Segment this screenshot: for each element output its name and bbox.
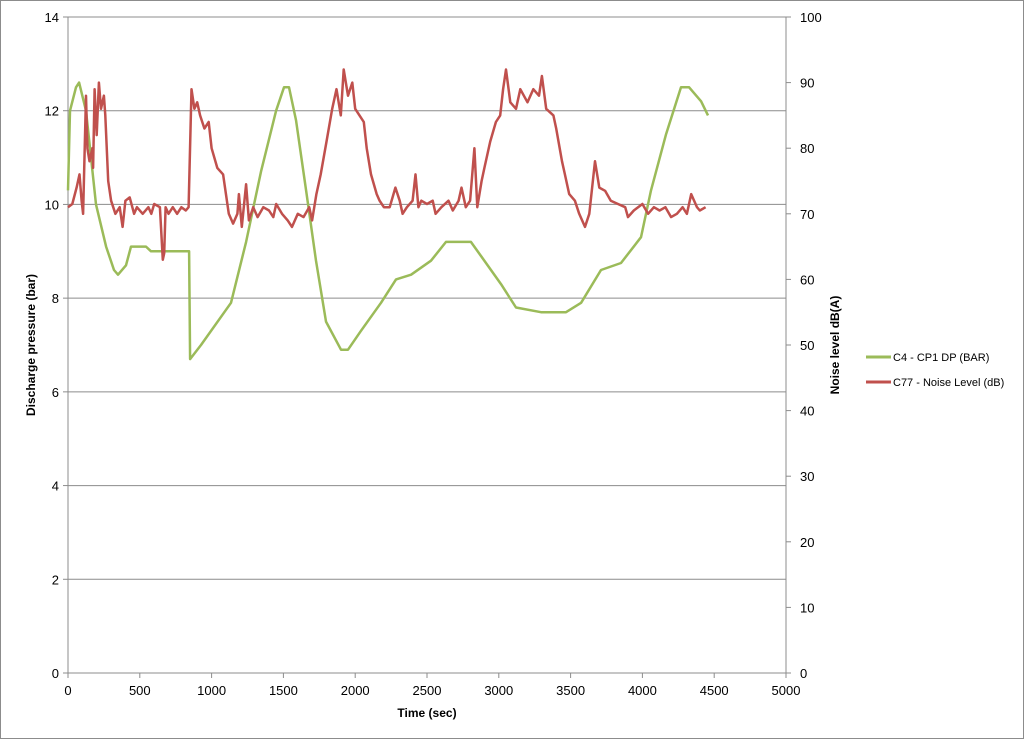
y-axis-title: Discharge pressure (bar) — [24, 274, 38, 416]
y2-tick-label: 80 — [800, 141, 814, 156]
x-tick-label: 1000 — [197, 683, 226, 698]
legend-label-pressure: C4 - CP1 DP (BAR) — [893, 352, 989, 364]
y-tick-label: 14 — [45, 10, 59, 25]
x-tick-label: 1500 — [269, 683, 298, 698]
y-tick-label: 10 — [45, 197, 59, 212]
y2-tick-label: 50 — [800, 338, 814, 353]
y-tick-label: 6 — [52, 385, 59, 400]
y2-tick-label: 10 — [800, 600, 814, 615]
legend-label-noise: C77 - Noise Level (dB) — [893, 377, 1004, 389]
gridlines — [68, 16, 786, 580]
y-tick-label: 8 — [52, 291, 59, 306]
y2-axis-title: Noise level dB(A) — [828, 296, 842, 395]
x-tick-label: 2000 — [341, 683, 370, 698]
x-tick-label: 0 — [64, 683, 71, 698]
y2-tick-label: 20 — [800, 535, 814, 550]
x-tick-label: 4000 — [628, 683, 657, 698]
x-tick-label: 5000 — [772, 683, 801, 698]
series-line-noise — [67, 68, 707, 261]
y-tick-label: 0 — [52, 666, 59, 681]
x-tick-label: 2500 — [413, 683, 442, 698]
x-tick-label: 3500 — [556, 683, 585, 698]
y2-tick-label: 40 — [800, 404, 814, 419]
series-layer — [66, 68, 710, 361]
x-axis-title: Time (sec) — [397, 706, 456, 720]
x-tick-label: 4500 — [700, 683, 729, 698]
y2-tick-label: 90 — [800, 76, 814, 91]
y2-tick-label: 30 — [800, 469, 814, 484]
y-tick-label: 2 — [52, 572, 59, 587]
y2-tick-label: 70 — [800, 207, 814, 222]
x-tick-label: 500 — [129, 683, 151, 698]
y2-tick-label: 60 — [800, 272, 814, 287]
x-tick-label: 3000 — [484, 683, 513, 698]
legend: C4 - CP1 DP (BAR) C77 - Noise Level (dB) — [866, 352, 1004, 389]
series-line-pressure — [66, 81, 710, 361]
y2-tick-label: 100 — [800, 10, 822, 25]
y-tick-label: 12 — [45, 104, 59, 119]
y2-tick-label: 0 — [800, 666, 807, 681]
y-tick-label: 4 — [52, 479, 59, 494]
